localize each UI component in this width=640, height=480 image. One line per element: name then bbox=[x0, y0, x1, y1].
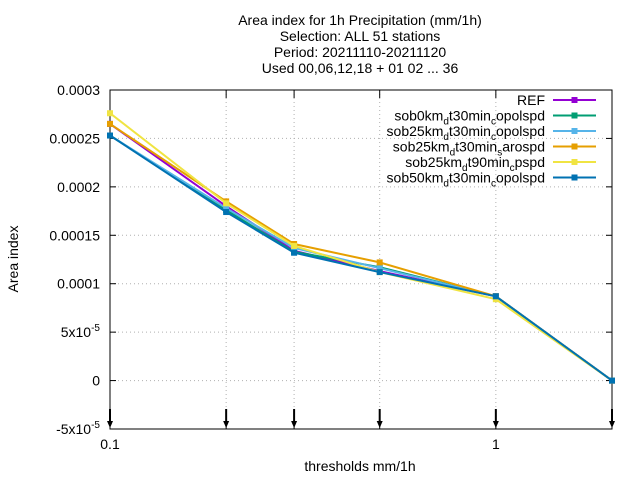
title-line-2: Selection: ALL 51 stations bbox=[280, 28, 441, 44]
y-tick-label: 0.0003 bbox=[57, 82, 100, 98]
data-point bbox=[492, 293, 499, 300]
legend-swatch-marker bbox=[571, 159, 578, 165]
y-tick-label: 0.0002 bbox=[57, 179, 100, 195]
y-tick-label: 0.00025 bbox=[49, 130, 100, 146]
series-group bbox=[107, 110, 615, 384]
y-axis-label: Area index bbox=[5, 226, 21, 293]
data-point bbox=[107, 132, 113, 139]
data-point bbox=[376, 269, 383, 276]
legend-swatch-marker bbox=[571, 143, 578, 150]
series-sob50kmdt30mincopolspd bbox=[107, 132, 615, 384]
x-tick-arrow bbox=[376, 421, 383, 428]
x-tick-arrow bbox=[223, 421, 230, 428]
data-point bbox=[609, 377, 615, 384]
data-point bbox=[223, 200, 230, 207]
data-point bbox=[223, 205, 230, 212]
chart-title: Area index for 1h Precipitation (mm/1h) … bbox=[238, 12, 482, 76]
legend-swatch-marker bbox=[571, 112, 578, 119]
legend-item: sob50kmdt30mincopolspd bbox=[387, 170, 596, 190]
x-tick-arrow bbox=[291, 421, 298, 428]
data-point bbox=[376, 259, 383, 266]
grid bbox=[110, 90, 612, 429]
title-line-3: Period: 20211110-20211120 bbox=[274, 44, 447, 60]
title-line-4: Used 00,06,12,18 + 01 02 ... 36 bbox=[262, 60, 459, 76]
x-axis-ticks: 0.1 1 bbox=[100, 90, 615, 452]
x-tick-label: 1 bbox=[492, 436, 500, 452]
title-line-1: Area index for 1h Precipitation (mm/1h) bbox=[238, 12, 482, 28]
legend-label: sob25kmdt30mincopolspd bbox=[387, 123, 545, 143]
data-point bbox=[376, 265, 383, 272]
legend-label: sob0kmdt30mincopolspd bbox=[394, 108, 545, 128]
x-tick-arrow bbox=[492, 421, 499, 428]
y-axis-ticks: -5x10-5 0 5x10-5 0.0001 0.00015 0.0002 0.00025… bbox=[49, 82, 612, 437]
data-point bbox=[291, 242, 298, 249]
series-line bbox=[109, 134, 613, 382]
legend-swatch-marker bbox=[571, 174, 578, 181]
legend-label: REF bbox=[517, 92, 545, 108]
legend-item: REF bbox=[517, 92, 596, 108]
legend-item: sob25kmdt30minsarospd bbox=[393, 139, 596, 159]
legend-swatch-marker bbox=[571, 97, 578, 103]
legend: REFsob0kmdt30mincopolspdsob25kmdt30minco… bbox=[387, 92, 596, 190]
legend-swatch-marker bbox=[571, 128, 578, 134]
plot-frame bbox=[109, 89, 613, 430]
y-tick-label: -5x10-5 bbox=[56, 420, 100, 437]
legend-item: sob0kmdt30mincopolspd bbox=[394, 108, 596, 128]
legend-label: sob25kmdt90mincpspd bbox=[405, 154, 545, 174]
x-tick-label: 0.1 bbox=[100, 436, 120, 452]
y-tick-label: 0.0001 bbox=[57, 276, 100, 292]
y-tick-label: 0 bbox=[92, 373, 100, 389]
x-tick-arrow bbox=[609, 421, 615, 428]
data-point bbox=[107, 120, 113, 127]
legend-item: sob25kmdt90mincpspd bbox=[405, 154, 596, 174]
series-line bbox=[109, 112, 613, 382]
legend-label: sob25kmdt30minsarospd bbox=[393, 139, 545, 159]
x-tick-arrow bbox=[107, 421, 113, 428]
data-point bbox=[107, 110, 113, 117]
y-tick-label: 0.00015 bbox=[49, 227, 100, 243]
legend-label: sob50kmdt30mincopolspd bbox=[387, 170, 545, 190]
data-point bbox=[291, 249, 298, 256]
y-tick-label: 5x10-5 bbox=[61, 323, 101, 340]
data-point bbox=[223, 209, 230, 216]
legend-item: sob25kmdt30mincopolspd bbox=[387, 123, 596, 143]
x-axis-label: thresholds mm/1h bbox=[304, 458, 415, 474]
